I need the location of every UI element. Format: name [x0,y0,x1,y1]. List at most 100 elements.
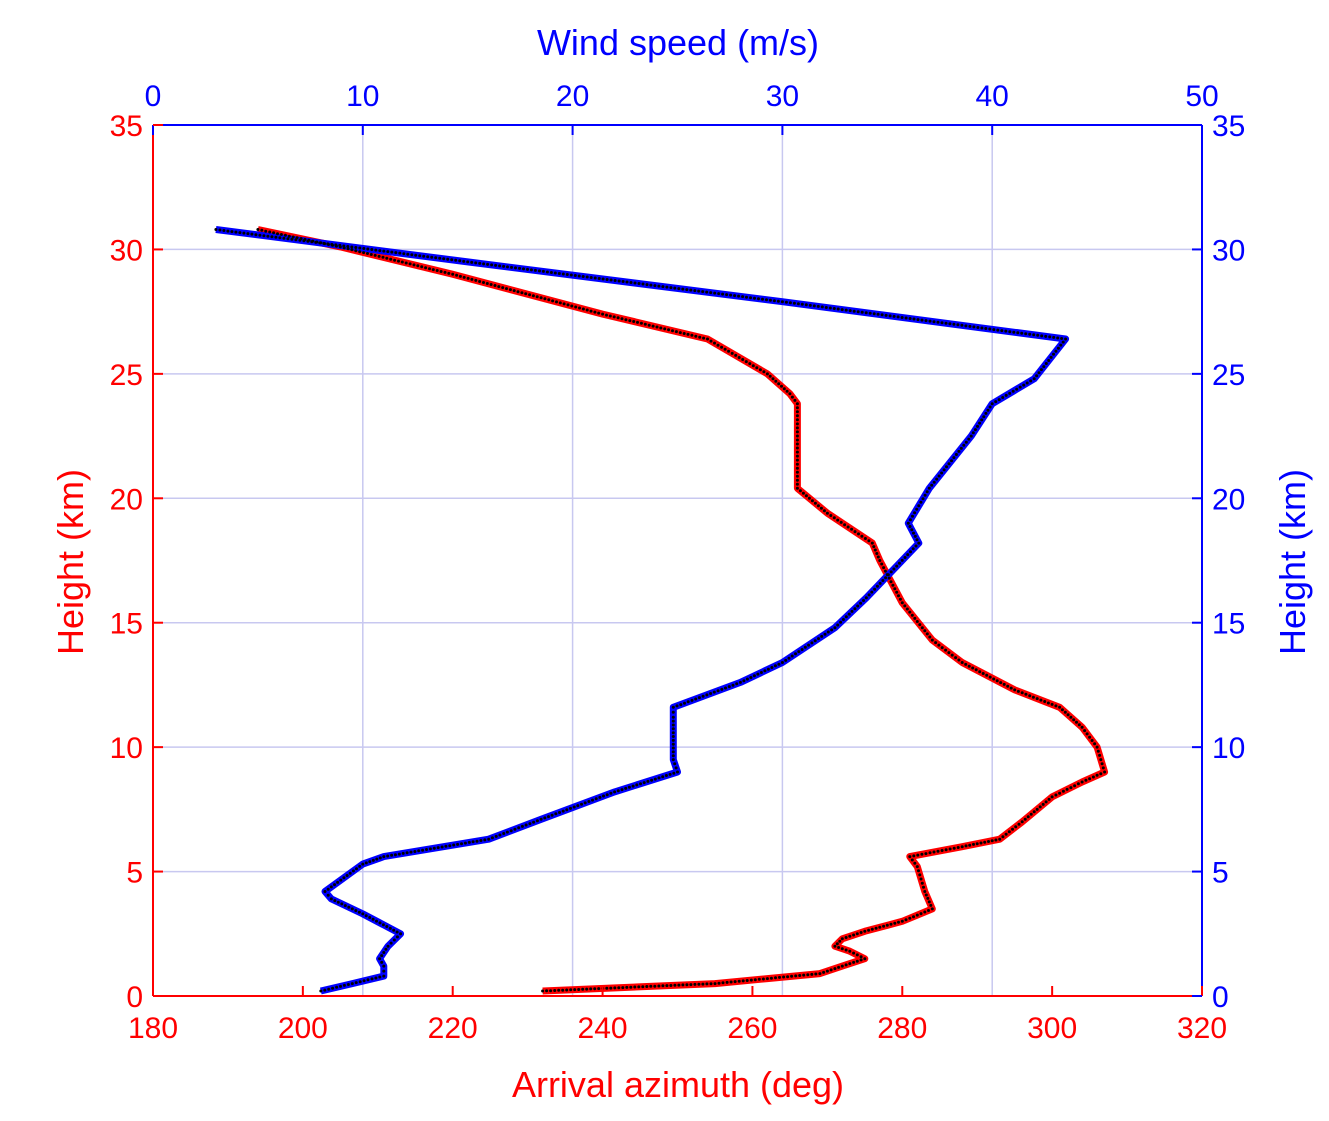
wind-model-dot [266,234,270,238]
wind-model-dot [250,232,254,236]
wind-model-dot [930,483,934,487]
azimuth-model-dot [814,972,818,976]
wind-model-dot [421,848,425,852]
azimuth-model-dot [1099,772,1103,776]
wind-model-dot [741,295,745,299]
azimuth-model-dot [741,358,745,361]
wind-model-dot [1056,336,1060,340]
wind-model-dot [701,290,705,294]
azimuth-model-dot [903,604,907,608]
azimuth-model-dot [956,846,960,849]
wind-model-dot [598,795,602,799]
wind-model-dot [350,982,354,986]
wind-model-dot [357,910,361,914]
wind-model-dot [342,983,346,987]
azimuth-model-dot [782,975,786,979]
wind-model-dot [800,648,804,651]
azimuth-model-dot [706,337,709,341]
azimuth-model-dot [795,434,799,438]
y-tick-label-left: 30 [110,234,143,267]
azimuth-model-dot [795,426,799,430]
azimuth-model-dot [897,594,900,598]
wind-model-dot [876,312,880,316]
wind-model-dot [896,315,900,319]
wind-model-dot [302,239,306,243]
wind-model-dot [956,323,960,327]
azimuth-model-dot [964,662,968,666]
azimuth-model-dot [551,299,555,303]
wind-model-dot [361,862,365,866]
wind-model-dot [368,916,372,919]
azimuth-model-dot [605,986,609,990]
wind-model-dot [294,238,298,242]
azimuth-model-dot [983,840,987,844]
azimuth-model-dot [985,673,989,677]
wind-model-dot [518,266,521,270]
wind-model-dot [346,983,350,986]
azimuth-model-dot [649,984,653,988]
azimuth-model-dot [539,296,543,300]
azimuth-model-dot [757,977,761,981]
wind-model-dot [1061,340,1065,344]
azimuth-model-dot [852,933,856,937]
azimuth-model-dot [268,230,272,234]
azimuth-model-dot [1054,793,1058,797]
x-tick-label-top: 50 [1185,80,1218,113]
wind-model-dot [860,310,864,314]
wind-model-dot [701,694,705,698]
wind-model-dot [358,864,362,868]
azimuth-model-dot [565,988,569,992]
wind-model-dot [693,289,697,293]
wind-model-dot [1025,381,1029,385]
wind-model-dot [881,579,885,582]
azimuth-model-dot [995,679,999,683]
wind-model-dot [258,233,262,237]
wind-model-dot [576,804,580,808]
wind-model-dot [505,830,509,834]
azimuth-model-dot [561,988,565,992]
wind-model-dot [697,289,701,293]
azimuth-model-dot [470,277,474,281]
wind-model-dot [978,421,982,425]
wind-model-dot [230,230,234,234]
azimuth-model-dot [377,254,381,258]
azimuth-model-dot [260,228,264,232]
azimuth-model-dot [547,298,551,302]
wind-model-dot [471,840,475,844]
wind-model-dot [919,500,923,504]
azimuth-model-dot [1035,807,1039,811]
wind-model-dot [390,853,394,857]
azimuth-model-dot [882,924,886,928]
wind-model-dot [737,294,741,298]
azimuth-model-dot [373,253,377,257]
x-tick-label-bottom: 220 [428,1012,478,1045]
wind-model-dot [384,947,388,951]
wind-model-dot [1008,391,1012,395]
wind-model-dot [790,654,794,658]
wind-model-dot [405,851,409,855]
azimuth-model-dot [885,923,889,927]
wind-model-dot [913,511,917,515]
azimuth-model-dot [908,916,912,920]
wind-model-dot [671,746,675,750]
azimuth-model-dot [795,418,799,422]
azimuth-model-dot [844,963,848,967]
wind-model-dot [671,758,675,762]
wind-model-dot [1016,331,1020,335]
wind-model-dot [326,887,330,891]
wind-model-dot [490,836,494,840]
wind-model-dot [729,293,733,297]
wind-model-dot [298,238,302,242]
azimuth-model-dot [466,276,470,280]
azimuth-model-dot [578,306,581,310]
wind-model-dot [807,643,811,647]
azimuth-model-dot [870,541,874,545]
azimuth-model-dot [910,858,914,862]
wind-model-dot [1049,355,1053,359]
wind-model-dot [932,480,936,484]
wind-model-dot [641,282,645,286]
wind-model-dot [828,306,832,310]
wind-model-dot [713,291,717,295]
wind-model-dot [724,686,727,690]
wind-model-dot [378,856,382,860]
